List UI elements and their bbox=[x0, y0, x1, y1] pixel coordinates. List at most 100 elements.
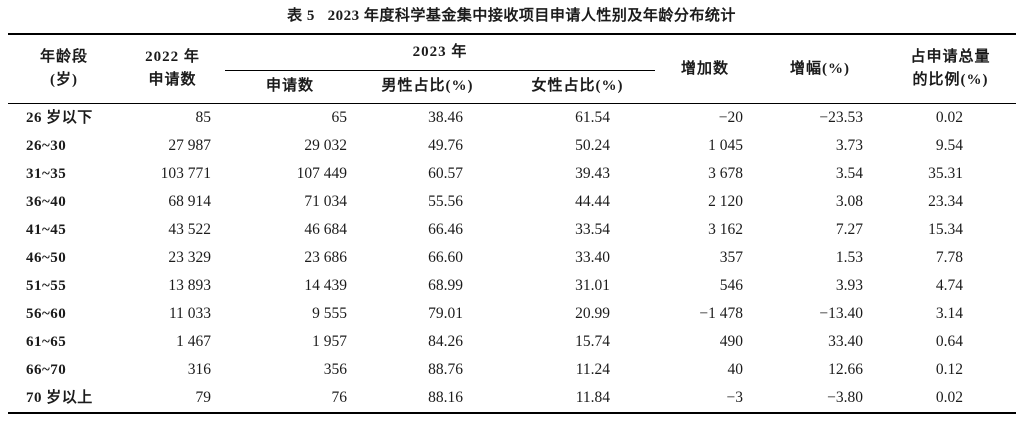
cell-male-pct: 60.57 bbox=[428, 164, 463, 182]
cell-apps-2023: 107 449 bbox=[296, 164, 347, 182]
cell-male-pct: 49.76 bbox=[428, 136, 463, 154]
cell-increase: −3 bbox=[726, 388, 744, 406]
cell-age: 61~65 bbox=[26, 333, 67, 350]
cell-increase: −20 bbox=[718, 108, 744, 126]
table-title: 表 5 2023 年度科学基金集中接收项目申请人性别及年龄分布统计 bbox=[287, 8, 736, 24]
cell-male-pct: 84.26 bbox=[428, 332, 463, 350]
cell-male-pct: 88.16 bbox=[428, 388, 463, 406]
header-row-top: 年龄段 (岁) 2022 年 申请数 2023 年 增加数 增幅(%) 占申请总… bbox=[8, 34, 1016, 88]
statistics-table: 年龄段 (岁) 2022 年 申请数 2023 年 增加数 增幅(%) 占申请总… bbox=[8, 33, 1017, 414]
cell-apps-2023: 76 bbox=[331, 388, 348, 406]
cell-apps-2023: 1 957 bbox=[312, 332, 347, 350]
cell-share-pct: 0.12 bbox=[935, 360, 964, 378]
cell-increase: 40 bbox=[727, 360, 744, 378]
cell-apps-2023: 46 684 bbox=[304, 220, 347, 238]
cell-apps-2023: 65 bbox=[331, 108, 348, 126]
cell-female-pct: 11.84 bbox=[575, 388, 611, 406]
col-header-2023-apps: 申请数 bbox=[265, 78, 314, 95]
cell-growth-pct: 3.54 bbox=[835, 164, 864, 182]
cell-growth-pct: −3.80 bbox=[827, 388, 864, 406]
cell-growth-pct: −13.40 bbox=[819, 304, 864, 322]
cell-female-pct: 61.54 bbox=[575, 108, 611, 126]
cell-increase: 546 bbox=[719, 276, 744, 294]
col-header-2022-apps: 2022 年 申请数 bbox=[145, 49, 200, 88]
cell-share-pct: 0.02 bbox=[935, 108, 964, 126]
cell-apps-2022: 79 bbox=[195, 388, 212, 406]
cell-share-pct: 0.64 bbox=[935, 332, 964, 350]
cell-age: 56~60 bbox=[26, 305, 67, 322]
cell-share-pct: 23.34 bbox=[928, 192, 964, 210]
cell-increase: −1 478 bbox=[699, 304, 744, 322]
cell-age: 36~40 bbox=[26, 193, 67, 210]
cell-male-pct: 66.60 bbox=[428, 248, 463, 266]
cell-apps-2022: 43 522 bbox=[168, 220, 211, 238]
cell-share-pct: 0.02 bbox=[935, 388, 964, 406]
cell-female-pct: 15.74 bbox=[575, 332, 611, 350]
cell-share-pct: 3.14 bbox=[935, 304, 964, 322]
cell-increase: 357 bbox=[719, 248, 744, 266]
cell-female-pct: 39.43 bbox=[575, 164, 611, 182]
table-row: 41~45 43 522 46 684 66.46 33.54 3 162 7.27 15.3… bbox=[8, 216, 1016, 244]
cell-female-pct: 31.01 bbox=[575, 276, 611, 294]
cell-male-pct: 88.76 bbox=[428, 360, 463, 378]
cell-apps-2022: 1 467 bbox=[176, 332, 211, 350]
cell-age: 41~45 bbox=[26, 221, 67, 238]
cell-apps-2022: 11 033 bbox=[168, 304, 211, 322]
cell-increase: 2 120 bbox=[708, 192, 744, 210]
cell-female-pct: 44.44 bbox=[575, 192, 611, 210]
col-header-2023-group: 2023 年 bbox=[225, 34, 656, 71]
cell-increase: 490 bbox=[719, 332, 744, 350]
col-header-male-pct: 男性占比(%) bbox=[381, 78, 474, 95]
table-row: 26~30 27 987 29 032 49.76 50.24 1 045 3.73 9.54 bbox=[8, 132, 1016, 160]
cell-share-pct: 15.34 bbox=[928, 220, 964, 238]
table-header: 年龄段 (岁) 2022 年 申请数 2023 年 增加数 增幅(%) 占申请总… bbox=[8, 34, 1017, 103]
cell-growth-pct: 33.40 bbox=[828, 332, 864, 350]
cell-share-pct: 9.54 bbox=[935, 136, 964, 154]
cell-share-pct: 35.31 bbox=[928, 164, 964, 182]
cell-apps-2022: 27 987 bbox=[168, 136, 211, 154]
cell-apps-2023: 356 bbox=[323, 360, 347, 378]
col-header-increase: 增加数 bbox=[681, 60, 730, 77]
table-row: 70 岁以上 79 76 88.16 11.84 −3 −3.80 0.02 bbox=[8, 384, 1016, 413]
cell-apps-2022: 103 771 bbox=[160, 164, 211, 182]
cell-apps-2023: 14 439 bbox=[304, 276, 347, 294]
cell-male-pct: 66.46 bbox=[428, 220, 463, 238]
cell-age: 66~70 bbox=[26, 361, 67, 378]
table-row: 61~65 1 467 1 957 84.26 15.74 490 33.40 0.64 bbox=[8, 328, 1016, 356]
cell-growth-pct: 1.53 bbox=[835, 248, 864, 266]
cell-male-pct: 38.46 bbox=[428, 108, 463, 126]
table-row: 56~60 11 033 9 555 79.01 20.99 −1 478 −13.40 3.… bbox=[8, 300, 1016, 328]
cell-apps-2023: 23 686 bbox=[304, 248, 347, 266]
cell-apps-2023: 9 555 bbox=[312, 304, 347, 322]
cell-male-pct: 55.56 bbox=[428, 192, 463, 210]
cell-share-pct: 7.78 bbox=[935, 248, 964, 266]
cell-growth-pct: 3.93 bbox=[835, 276, 864, 294]
cell-female-pct: 33.40 bbox=[575, 248, 611, 266]
cell-increase: 1 045 bbox=[708, 136, 744, 154]
header-row-sub: 申请数 男性占比(%) 女性占比(%) bbox=[8, 70, 1016, 103]
table-row: 31~35 103 771 107 449 60.57 39.43 3 678 3.54 35… bbox=[8, 160, 1016, 188]
cell-increase: 3 162 bbox=[708, 220, 744, 238]
cell-apps-2022: 23 329 bbox=[168, 248, 211, 266]
cell-apps-2022: 85 bbox=[195, 108, 212, 126]
cell-apps-2023: 29 032 bbox=[304, 136, 347, 154]
col-header-age: 年龄段 (岁) bbox=[39, 49, 88, 88]
cell-female-pct: 20.99 bbox=[575, 304, 611, 322]
cell-growth-pct: 3.08 bbox=[835, 192, 864, 210]
cell-age: 31~35 bbox=[26, 165, 67, 182]
cell-growth-pct: −23.53 bbox=[819, 108, 864, 126]
cell-male-pct: 79.01 bbox=[428, 304, 463, 322]
table-row: 66~70 316 356 88.76 11.24 40 12.66 0.12 bbox=[8, 356, 1016, 384]
cell-female-pct: 33.54 bbox=[575, 220, 611, 238]
cell-male-pct: 68.99 bbox=[428, 276, 463, 294]
cell-apps-2022: 316 bbox=[187, 360, 211, 378]
table-row: 36~40 68 914 71 034 55.56 44.44 2 120 3.08 23.3… bbox=[8, 188, 1016, 216]
cell-share-pct: 4.74 bbox=[935, 276, 964, 294]
cell-growth-pct: 7.27 bbox=[835, 220, 864, 238]
cell-female-pct: 50.24 bbox=[575, 136, 611, 154]
cell-female-pct: 11.24 bbox=[575, 360, 611, 378]
cell-increase: 3 678 bbox=[708, 164, 744, 182]
table-body: 26 岁以下 85 65 38.46 61.54 −20 −23.53 0.02 26~30 27… bbox=[8, 103, 1016, 413]
cell-age: 26~30 bbox=[26, 137, 67, 154]
